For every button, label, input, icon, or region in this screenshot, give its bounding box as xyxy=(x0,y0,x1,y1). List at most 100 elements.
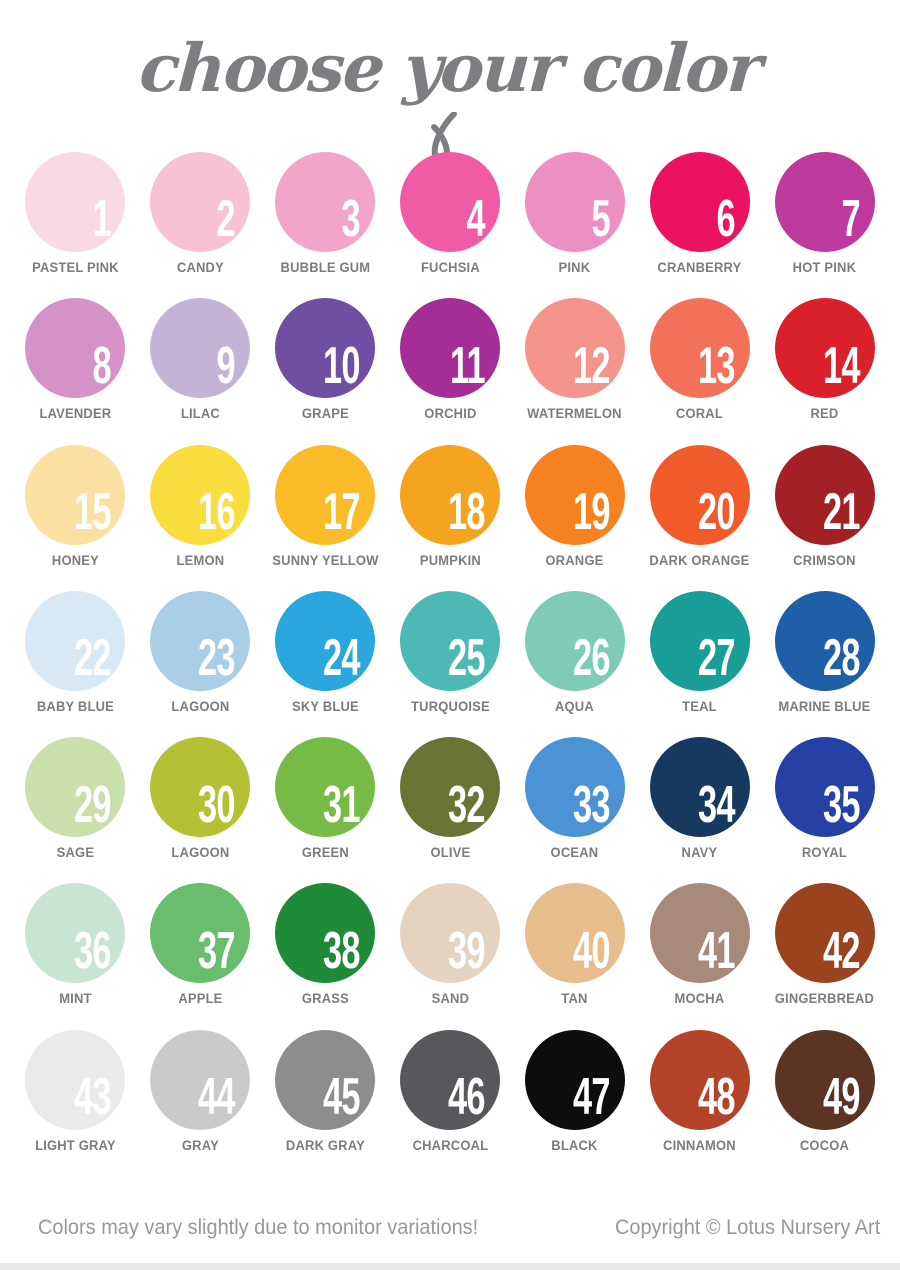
swatch-cell: 30 LAGOON xyxy=(138,737,263,883)
swatch-circle-17[interactable]: 17 xyxy=(275,444,376,545)
swatch-circle-47[interactable]: 47 xyxy=(524,1029,625,1130)
swatch-circle-38[interactable]: 38 xyxy=(275,883,376,984)
swatch-circle-26[interactable]: 26 xyxy=(524,590,625,691)
swatch-circle-29[interactable]: 29 xyxy=(25,737,126,838)
swatch-circle-28[interactable]: 28 xyxy=(774,590,875,691)
swatch-circle-33[interactable]: 33 xyxy=(524,737,625,838)
swatch-label: SKY BLUE xyxy=(291,698,359,714)
swatch-circle-35[interactable]: 35 xyxy=(774,737,875,838)
swatch-number: 7 xyxy=(841,190,860,249)
swatch-circle-43[interactable]: 43 xyxy=(25,1029,126,1130)
swatch-number: 45 xyxy=(323,1068,361,1127)
swatch-label: CINNAMON xyxy=(663,1137,737,1153)
swatch-number: 9 xyxy=(216,336,236,395)
swatch-circle-44[interactable]: 44 xyxy=(150,1029,251,1130)
swatch-cell: 27 TEAL xyxy=(637,590,762,737)
swatch-cell: 20 DARK ORANGE xyxy=(637,444,762,591)
swatch-label: MINT xyxy=(59,991,92,1007)
swatch-circle-42[interactable]: 42 xyxy=(774,883,875,984)
swatch-circle-27[interactable]: 27 xyxy=(649,590,750,691)
swatch-circle-45[interactable]: 45 xyxy=(275,1029,376,1130)
swatch-cell: 42 GINGERBREAD xyxy=(762,883,887,1029)
swatch-label: COCOA xyxy=(799,1137,850,1153)
swatch-circle-32[interactable]: 32 xyxy=(399,737,500,838)
swatch-label: ORCHID xyxy=(423,406,477,422)
copyright-text: Copyright © Lotus Nursery Art xyxy=(614,1216,880,1239)
swatch-circle-1[interactable]: 1 xyxy=(25,152,126,252)
swatch-circle-49[interactable]: 49 xyxy=(774,1029,875,1130)
swatch-circle-18[interactable]: 18 xyxy=(399,444,500,545)
swatch-circle-7[interactable]: 7 xyxy=(774,152,875,252)
swatch-circle-16[interactable]: 16 xyxy=(150,444,251,545)
swatch-circle-37[interactable]: 37 xyxy=(150,883,251,984)
swatch-label: ORANGE xyxy=(545,552,604,568)
swatch-circle-40[interactable]: 40 xyxy=(524,883,625,984)
swatch-number: 27 xyxy=(697,629,736,688)
swatch-circle-31[interactable]: 31 xyxy=(275,737,376,838)
swatch-cell: 29 SAGE xyxy=(13,737,138,883)
swatch-label: PASTEL PINK xyxy=(32,260,119,275)
swatch-cell: 17 SUNNY YELLOW xyxy=(263,444,388,591)
swatch-circle-14[interactable]: 14 xyxy=(774,298,875,399)
swatch-number: 31 xyxy=(323,775,361,834)
swatch-number: 19 xyxy=(572,482,611,541)
swatch-circle-22[interactable]: 22 xyxy=(25,590,126,691)
swatch-label: GREEN xyxy=(301,845,349,861)
swatch-circle-41[interactable]: 41 xyxy=(649,883,750,984)
swatch-circle-4[interactable]: 4 xyxy=(399,152,500,252)
swatch-cell: 10 GRAPE xyxy=(263,298,388,444)
swatch-cell: 3 BUBBLE GUM xyxy=(263,152,388,298)
swatch-number: 17 xyxy=(323,482,361,541)
swatch-circle-48[interactable]: 48 xyxy=(649,1029,750,1130)
swatch-circle-21[interactable]: 21 xyxy=(774,444,875,545)
swatch-number: 5 xyxy=(591,190,610,249)
swatch-circle-9[interactable]: 9 xyxy=(150,298,251,399)
swatch-label: BLACK xyxy=(551,1137,599,1153)
swatch-cell: 46 CHARCOAL xyxy=(388,1029,513,1176)
swatch-label: HONEY xyxy=(51,552,99,568)
swatch-cell: 32 OLIVE xyxy=(388,737,513,883)
swatch-circle-25[interactable]: 25 xyxy=(399,590,500,691)
swatch-circle-20[interactable]: 20 xyxy=(649,444,750,545)
swatch-circle-19[interactable]: 19 xyxy=(524,444,625,545)
swatch-number: 30 xyxy=(198,775,236,834)
swatch-circle-24[interactable]: 24 xyxy=(275,590,376,691)
swatch-cell: 45 DARK GRAY xyxy=(263,1029,388,1176)
swatch-label: GRAPE xyxy=(301,406,349,422)
swatch-circle-11[interactable]: 11 xyxy=(399,298,500,399)
swatch-circle-12[interactable]: 12 xyxy=(524,298,625,399)
swatch-circle-46[interactable]: 46 xyxy=(399,1029,500,1130)
swatch-circle-13[interactable]: 13 xyxy=(649,298,750,399)
swatch-cell: 14 RED xyxy=(762,298,887,444)
swatch-number: 34 xyxy=(697,775,736,834)
swatch-circle-36[interactable]: 36 xyxy=(25,883,126,984)
swatch-cell: 12 WATERMELON xyxy=(512,298,637,444)
swatch-circle-15[interactable]: 15 xyxy=(25,444,126,545)
swatch-number: 21 xyxy=(822,482,861,541)
swatch-circle-39[interactable]: 39 xyxy=(399,883,500,984)
swatch-number: 12 xyxy=(572,336,611,395)
swatch-circle-3[interactable]: 3 xyxy=(275,152,376,252)
swatch-number: 23 xyxy=(198,629,236,688)
swatch-circle-8[interactable]: 8 xyxy=(25,298,126,399)
swatch-circle-6[interactable]: 6 xyxy=(649,152,750,252)
swatch-circle-34[interactable]: 34 xyxy=(649,737,750,838)
swatch-number: 14 xyxy=(822,336,861,395)
swatch-cell: 37 APPLE xyxy=(138,883,263,1029)
swatch-circle-23[interactable]: 23 xyxy=(150,590,251,691)
swatch-cell: 26 AQUA xyxy=(512,590,637,737)
swatch-cell: 9 LILAC xyxy=(138,298,263,444)
swatch-number: 16 xyxy=(198,482,236,541)
swatch-label: OLIVE xyxy=(430,845,470,861)
swatch-circle-30[interactable]: 30 xyxy=(150,737,251,838)
swatch-number: 38 xyxy=(323,921,361,980)
swatch-cell: 2 CANDY xyxy=(138,152,263,298)
swatch-circle-2[interactable]: 2 xyxy=(150,152,251,252)
disclaimer-text: Colors may vary slightly due to monitor … xyxy=(38,1216,479,1239)
swatch-circle-10[interactable]: 10 xyxy=(275,298,376,399)
swatch-cell: 38 GRASS xyxy=(263,883,388,1029)
swatch-label: GRASS xyxy=(301,991,349,1007)
swatch-circle-5[interactable]: 5 xyxy=(524,152,625,252)
swatch-label: GRAY xyxy=(181,1137,219,1153)
swatch-cell: 49 COCOA xyxy=(762,1029,887,1176)
